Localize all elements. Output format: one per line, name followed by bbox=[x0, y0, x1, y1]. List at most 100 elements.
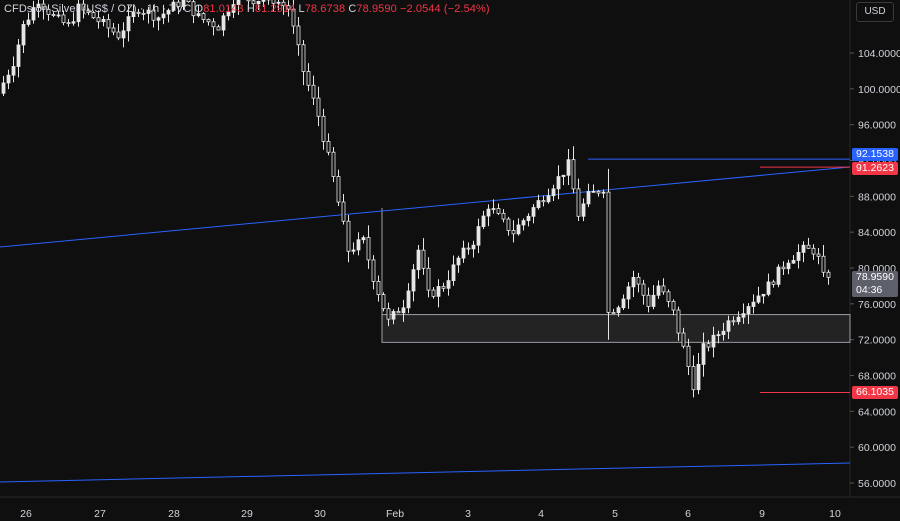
candle-body bbox=[131, 11, 136, 18]
candle-body bbox=[746, 306, 751, 315]
candle-body bbox=[271, 0, 276, 4]
candle-body bbox=[36, 3, 41, 8]
x-tick-label: 4 bbox=[538, 508, 544, 520]
legend-high: 81.2914 bbox=[254, 3, 296, 15]
candle-body bbox=[446, 280, 451, 289]
price-tag-current: 78.9590 04:36 bbox=[852, 271, 898, 297]
legend-low: 78.6738 bbox=[304, 3, 346, 15]
candle-body bbox=[331, 151, 336, 177]
candle-body bbox=[826, 271, 831, 278]
candle-body bbox=[711, 334, 716, 348]
candle-body bbox=[396, 311, 401, 314]
candle-body bbox=[701, 343, 706, 365]
candle-body bbox=[666, 291, 671, 302]
current-price: 78.9590 bbox=[856, 271, 894, 283]
candle-body bbox=[516, 224, 521, 235]
candle-body bbox=[186, 0, 191, 3]
candle-body bbox=[156, 17, 161, 21]
candle-body bbox=[151, 9, 156, 21]
candle-body bbox=[696, 363, 701, 391]
candle-body bbox=[506, 218, 511, 231]
candle-body bbox=[96, 17, 101, 23]
upper-trendline[interactable] bbox=[0, 166, 851, 248]
candle-body bbox=[51, 14, 56, 16]
price-tag-resistance: 92.1538 bbox=[852, 148, 898, 161]
candle-body bbox=[256, 0, 261, 5]
candle-body bbox=[771, 281, 776, 285]
candle-body bbox=[211, 21, 216, 28]
candle-body bbox=[201, 13, 206, 20]
candle-body bbox=[91, 12, 96, 19]
legend-change: −2.0544 (−2.54%) bbox=[400, 3, 490, 15]
candle-body bbox=[686, 345, 691, 367]
candles bbox=[1, 0, 831, 398]
legend-open: 81.0143 bbox=[203, 3, 244, 15]
candle-body bbox=[316, 97, 321, 117]
candle-body bbox=[126, 16, 131, 32]
candle-body bbox=[281, 1, 286, 7]
candle-body bbox=[581, 203, 586, 217]
candle-body bbox=[106, 19, 111, 29]
candle-body bbox=[486, 208, 491, 217]
candle-body bbox=[691, 366, 696, 391]
candle-body bbox=[206, 19, 211, 23]
candle-body bbox=[161, 13, 166, 19]
candle-body bbox=[191, 1, 196, 17]
candle-body bbox=[66, 22, 71, 25]
candle-body bbox=[706, 343, 711, 348]
x-tick-label: 6 bbox=[685, 508, 691, 520]
candle-body bbox=[196, 13, 201, 17]
y-tick-label: 84.0000 bbox=[858, 227, 896, 239]
candle-body bbox=[216, 26, 221, 31]
candle-body bbox=[16, 44, 21, 67]
x-tick-label: 3 bbox=[465, 508, 471, 520]
candle-body bbox=[371, 259, 376, 282]
currency-button[interactable]: USD bbox=[856, 2, 894, 22]
bar-countdown: 04:36 bbox=[856, 284, 883, 296]
candle-body bbox=[736, 316, 741, 323]
lower-trendline[interactable] bbox=[0, 462, 851, 483]
candle-body bbox=[111, 27, 116, 33]
x-tick-label: 28 bbox=[168, 508, 180, 520]
legend-close-label: C bbox=[348, 3, 357, 15]
candle-body bbox=[296, 25, 301, 46]
support-zone[interactable] bbox=[381, 314, 851, 343]
candle-body bbox=[551, 188, 556, 197]
candle-body bbox=[426, 267, 431, 291]
candle-body bbox=[531, 207, 536, 217]
candle-body bbox=[511, 230, 516, 235]
legend-symbol: CFDs on Silver (US$ / OZ) · 1h · TVC bbox=[4, 3, 192, 15]
candle-body bbox=[311, 84, 316, 99]
candle-body bbox=[731, 320, 736, 323]
candle-body bbox=[631, 276, 636, 288]
x-tick-label: 29 bbox=[241, 508, 253, 520]
x-tick-label: 26 bbox=[20, 508, 32, 520]
candle-body bbox=[761, 293, 766, 297]
legend-low-label: L bbox=[298, 3, 305, 15]
candle-body bbox=[606, 191, 611, 313]
symbol-legend: CFDs on Silver (US$ / OZ) · 1h · TVC O81… bbox=[4, 3, 490, 15]
candle-body bbox=[341, 201, 346, 222]
candle-body bbox=[286, 5, 291, 10]
candle-body bbox=[816, 253, 821, 257]
x-tick-label: 27 bbox=[94, 508, 106, 520]
candle-body bbox=[616, 307, 621, 314]
candle-body bbox=[71, 21, 76, 24]
candle-body bbox=[596, 190, 601, 194]
candle-body bbox=[416, 249, 421, 271]
candle-body bbox=[791, 260, 796, 264]
candle-body bbox=[301, 44, 306, 72]
y-tick-label: 96.0000 bbox=[858, 120, 896, 132]
candle-body bbox=[521, 220, 526, 226]
candle-body bbox=[571, 159, 576, 190]
candle-body bbox=[6, 74, 11, 84]
candle-body bbox=[796, 251, 801, 261]
candle-body bbox=[611, 312, 616, 314]
candle-body bbox=[556, 176, 561, 190]
candle-body bbox=[636, 276, 641, 285]
candle-body bbox=[411, 269, 416, 292]
candle-body bbox=[101, 19, 106, 23]
candle-body bbox=[801, 244, 806, 253]
candle-body bbox=[336, 176, 341, 203]
